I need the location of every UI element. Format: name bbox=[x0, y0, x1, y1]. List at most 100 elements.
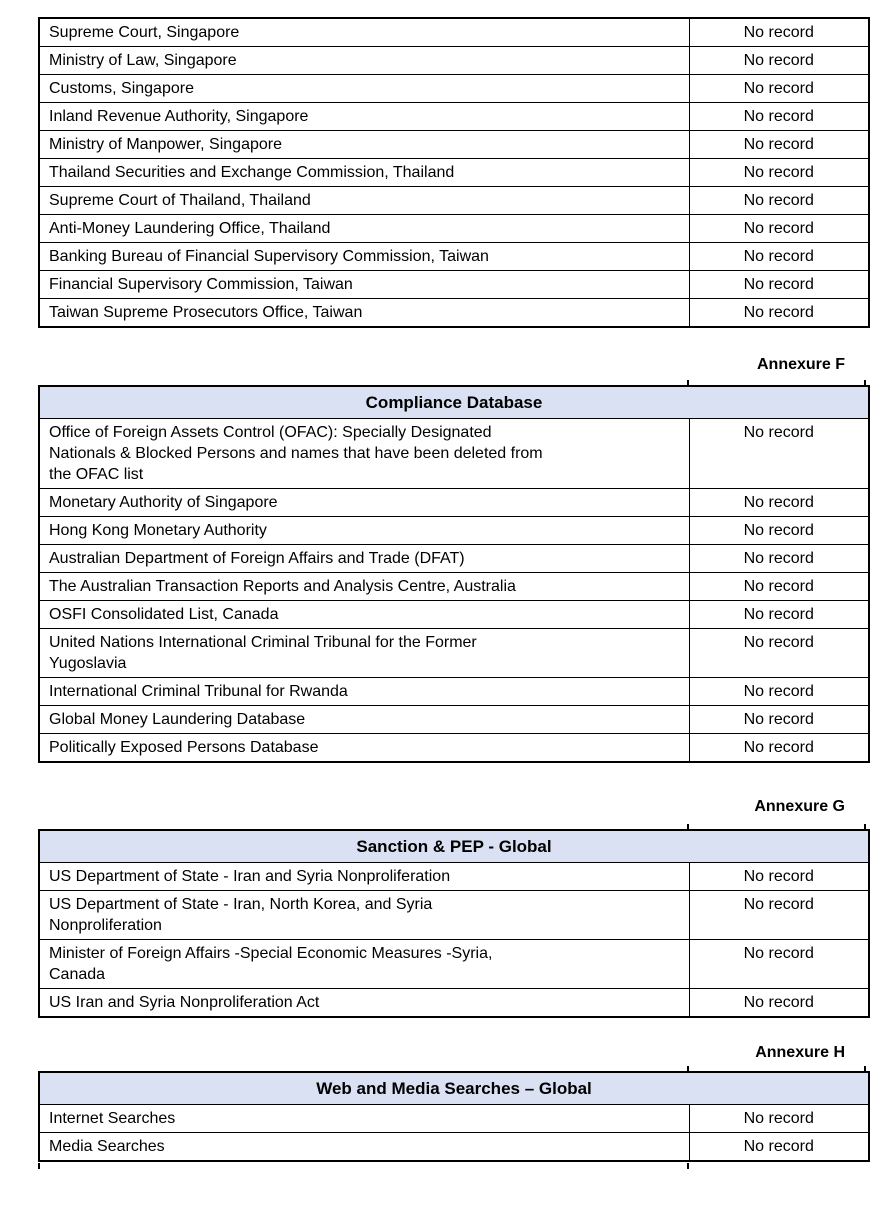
table-row: Supreme Court, Singapore No record bbox=[38, 17, 870, 47]
source-cell: Supreme Court, Singapore bbox=[38, 17, 690, 47]
result-cell: No record bbox=[688, 516, 870, 545]
annexure-h-label: Annexure H bbox=[755, 1044, 845, 1061]
table-row: Office of Foreign Assets Control (OFAC):… bbox=[38, 418, 870, 489]
result-cell: No record bbox=[688, 74, 870, 103]
sanction-pep-global-table: Sanction & PEP - Global US Department of… bbox=[38, 829, 870, 1018]
source-cell: Ministry of Law, Singapore bbox=[38, 46, 690, 75]
result-cell: No record bbox=[688, 242, 870, 271]
result-cell: No record bbox=[688, 46, 870, 75]
source-cell: Financial Supervisory Commission, Taiwan bbox=[38, 270, 690, 299]
table-row: United Nations International Criminal Tr… bbox=[38, 628, 870, 678]
result-cell: No record bbox=[688, 298, 870, 328]
source-cell: Minister of Foreign Affairs -Special Eco… bbox=[38, 939, 690, 989]
table-header-row: Sanction & PEP - Global bbox=[38, 829, 870, 863]
result-cell: No record bbox=[688, 1104, 870, 1133]
result-cell: No record bbox=[688, 418, 870, 489]
gridline-stub bbox=[864, 824, 866, 831]
result-cell: No record bbox=[688, 214, 870, 243]
table-row: US Department of State - Iran and Syria … bbox=[38, 862, 870, 891]
result-cell: No record bbox=[688, 705, 870, 734]
result-cell: No record bbox=[688, 186, 870, 215]
source-cell: Politically Exposed Persons Database bbox=[38, 733, 690, 763]
source-cell: Thailand Securities and Exchange Commiss… bbox=[38, 158, 690, 187]
table-row: Anti-Money Laundering Office, Thailand No… bbox=[38, 214, 870, 243]
result-cell: No record bbox=[688, 677, 870, 706]
result-cell: No record bbox=[688, 890, 870, 940]
table-row: Media Searches No record bbox=[38, 1132, 870, 1162]
source-cell: United Nations International Criminal Tr… bbox=[38, 628, 690, 678]
source-cell: US Department of State - Iran and Syria … bbox=[38, 862, 690, 891]
gridline-stub bbox=[864, 380, 866, 387]
gridline-stub bbox=[38, 1163, 40, 1169]
table-row: Australian Department of Foreign Affairs… bbox=[38, 544, 870, 573]
source-cell: Banking Bureau of Financial Supervisory … bbox=[38, 242, 690, 271]
table-row: Inland Revenue Authority, Singapore No re… bbox=[38, 102, 870, 131]
table-row: Thailand Securities and Exchange Commiss… bbox=[38, 158, 870, 187]
table-row: Minister of Foreign Affairs -Special Eco… bbox=[38, 939, 870, 989]
gridline-stub bbox=[687, 1066, 689, 1073]
source-cell: Internet Searches bbox=[38, 1104, 690, 1133]
regulatory-sources-table: Supreme Court, Singapore No record Ministr… bbox=[38, 17, 870, 328]
table-row: US Department of State - Iran, North Kor… bbox=[38, 890, 870, 940]
table-title: Compliance Database bbox=[38, 385, 870, 419]
table-row: Global Money Laundering Database No recor… bbox=[38, 705, 870, 734]
result-cell: No record bbox=[688, 600, 870, 629]
source-cell: Monetary Authority of Singapore bbox=[38, 488, 690, 517]
source-cell: Global Money Laundering Database bbox=[38, 705, 690, 734]
source-cell: Inland Revenue Authority, Singapore bbox=[38, 102, 690, 131]
source-cell: Office of Foreign Assets Control (OFAC):… bbox=[38, 418, 690, 489]
web-media-searches-table: Web and Media Searches – Global Internet… bbox=[38, 1071, 870, 1162]
result-cell: No record bbox=[688, 988, 870, 1018]
table-row: Supreme Court of Thailand, Thailand No re… bbox=[38, 186, 870, 215]
table-row: OSFI Consolidated List, Canada No record bbox=[38, 600, 870, 629]
result-cell: No record bbox=[688, 544, 870, 573]
source-cell: Customs, Singapore bbox=[38, 74, 690, 103]
result-cell: No record bbox=[688, 862, 870, 891]
table-row: Banking Bureau of Financial Supervisory … bbox=[38, 242, 870, 271]
source-cell: Hong Kong Monetary Authority bbox=[38, 516, 690, 545]
source-cell: Ministry of Manpower, Singapore bbox=[38, 130, 690, 159]
table-title: Sanction & PEP - Global bbox=[38, 829, 870, 863]
source-cell: Anti-Money Laundering Office, Thailand bbox=[38, 214, 690, 243]
table-row: Taiwan Supreme Prosecutors Office, Taiwa… bbox=[38, 298, 870, 328]
result-cell: No record bbox=[688, 1132, 870, 1162]
gridline-stub bbox=[687, 380, 689, 387]
gridline-stub bbox=[864, 1066, 866, 1073]
table-header-row: Web and Media Searches – Global bbox=[38, 1071, 870, 1105]
gridline-stub bbox=[687, 824, 689, 831]
result-cell: No record bbox=[688, 158, 870, 187]
table-row: Ministry of Law, Singapore No record bbox=[38, 46, 870, 75]
result-cell: No record bbox=[688, 628, 870, 678]
source-cell: US Department of State - Iran, North Kor… bbox=[38, 890, 690, 940]
result-cell: No record bbox=[688, 572, 870, 601]
result-cell: No record bbox=[688, 488, 870, 517]
source-cell: OSFI Consolidated List, Canada bbox=[38, 600, 690, 629]
table-row: International Criminal Tribunal for Rwan… bbox=[38, 677, 870, 706]
result-cell: No record bbox=[688, 939, 870, 989]
result-cell: No record bbox=[688, 102, 870, 131]
table-header-row: Compliance Database bbox=[38, 385, 870, 419]
result-cell: No record bbox=[688, 17, 870, 47]
gridline-stub bbox=[687, 1163, 689, 1169]
table-row: Politically Exposed Persons Database No r… bbox=[38, 733, 870, 763]
table-row: Internet Searches No record bbox=[38, 1104, 870, 1133]
table-row: Monetary Authority of Singapore No record bbox=[38, 488, 870, 517]
table-title: Web and Media Searches – Global bbox=[38, 1071, 870, 1105]
table-row: Customs, Singapore No record bbox=[38, 74, 870, 103]
source-cell: The Australian Transaction Reports and A… bbox=[38, 572, 690, 601]
result-cell: No record bbox=[688, 733, 870, 763]
result-cell: No record bbox=[688, 130, 870, 159]
source-cell: International Criminal Tribunal for Rwan… bbox=[38, 677, 690, 706]
table-row: Ministry of Manpower, Singapore No record bbox=[38, 130, 870, 159]
table-row: Hong Kong Monetary Authority No record bbox=[38, 516, 870, 545]
result-cell: No record bbox=[688, 270, 870, 299]
compliance-database-table: Compliance Database Office of Foreign As… bbox=[38, 385, 870, 763]
source-cell: Supreme Court of Thailand, Thailand bbox=[38, 186, 690, 215]
source-cell: Media Searches bbox=[38, 1132, 690, 1162]
table-row: The Australian Transaction Reports and A… bbox=[38, 572, 870, 601]
annexure-f-label: Annexure F bbox=[756, 356, 845, 373]
table-row: US Iran and Syria Nonproliferation Act No… bbox=[38, 988, 870, 1018]
table-row: Financial Supervisory Commission, Taiwan… bbox=[38, 270, 870, 299]
source-cell: Taiwan Supreme Prosecutors Office, Taiwa… bbox=[38, 298, 690, 328]
